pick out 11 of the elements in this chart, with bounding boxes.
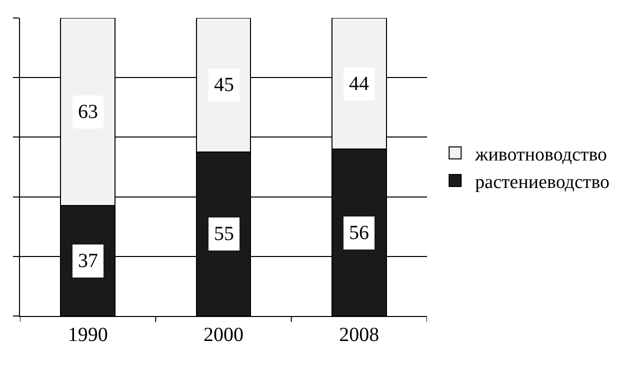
x-tick-label: 1990: [68, 324, 108, 346]
x-tick-label: 2000: [204, 324, 244, 346]
data-label: 63: [78, 101, 98, 123]
data-label: 56: [349, 222, 369, 244]
x-tick-label: 2008: [339, 324, 380, 346]
data-label: 44: [349, 73, 369, 95]
legend-label: растениеводство: [475, 172, 610, 193]
data-label: 45: [214, 74, 234, 96]
legend-label: животноводство: [474, 144, 608, 166]
data-label: 55: [214, 223, 234, 245]
data-label: 37: [78, 250, 98, 272]
